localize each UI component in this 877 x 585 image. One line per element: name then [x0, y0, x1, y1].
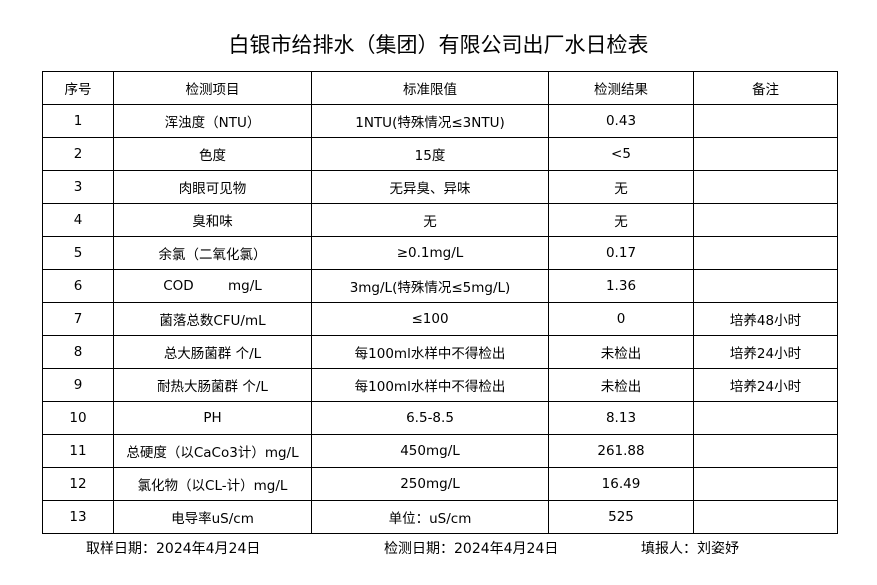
- standard-limit-cell: 每100ml水样中不得检出: [311, 368, 549, 402]
- remark-cell: [693, 203, 838, 237]
- test-result-cell: 261.88: [548, 434, 694, 468]
- test-item-cell: 电导率uS/cm: [113, 500, 312, 534]
- test-item-cell: 耐热大肠菌群 个/L: [113, 368, 312, 402]
- row-number-cell: 13: [42, 500, 114, 534]
- table-row: 1 浑浊度（NTU） 1NTU(特殊情况≤3NTU) 0.43: [42, 104, 838, 138]
- test-result-cell: 16.49: [548, 467, 694, 501]
- remark-cell: [693, 401, 838, 435]
- remark-cell: [693, 269, 838, 303]
- test-item-cell: 氯化物（以CL-计）mg/L: [113, 467, 312, 501]
- test-item-cell: 色度: [113, 137, 312, 171]
- remark-cell: [693, 170, 838, 204]
- row-number-cell: 4: [42, 203, 114, 237]
- remark-cell: 培养48小时: [693, 302, 838, 336]
- table-row: 8 总大肠菌群 个/L 每100ml水样中不得检出 未检出 培养24小时: [42, 335, 838, 369]
- row-number-cell: 12: [42, 467, 114, 501]
- sampling-date: 取样日期：2024年4月24日: [86, 541, 261, 557]
- remark-cell: 培养24小时: [693, 368, 838, 402]
- test-item-cell: 浑浊度（NTU）: [113, 104, 312, 138]
- test-item-cell: PH: [113, 401, 312, 435]
- test-item-cell: 肉眼可见物: [113, 170, 312, 204]
- remark-cell: [693, 467, 838, 501]
- standard-limit-cell: 每100ml水样中不得检出: [311, 335, 549, 369]
- test-item-cell: 臭和味: [113, 203, 312, 237]
- standard-limit-cell: ≤100: [311, 302, 549, 336]
- test-result-cell: 8.13: [548, 401, 694, 435]
- standard-limit-cell: 250mg/L: [311, 467, 549, 501]
- test-result-cell: 525: [548, 500, 694, 534]
- header-cell: 标准限值: [311, 71, 549, 105]
- standard-limit-cell: 1NTU(特殊情况≤3NTU): [311, 104, 549, 138]
- row-number-cell: 1: [42, 104, 114, 138]
- row-number-cell: 7: [42, 302, 114, 336]
- table-row: 9 耐热大肠菌群 个/L 每100ml水样中不得检出 未检出 培养24小时: [42, 368, 838, 402]
- table-row: 10 PH 6.5-8.5 8.13: [42, 401, 838, 435]
- table-row: 6 COD mg/L 3mg/L(特殊情况≤5mg/L) 1.36: [42, 269, 838, 303]
- standard-limit-cell: 450mg/L: [311, 434, 549, 468]
- remark-cell: [693, 137, 838, 171]
- test-result-cell: 0.17: [548, 236, 694, 270]
- header-row: 序号 检测项目 标准限值 检测结果 备注: [42, 71, 838, 105]
- test-result-cell: <5: [548, 137, 694, 171]
- page-title: 白银市给排水（集团）有限公司出厂水日检表: [228, 33, 649, 57]
- test-item-cell: 菌落总数CFU/mL: [113, 302, 312, 336]
- table-row: 4 臭和味无无: [42, 203, 838, 237]
- header-cell: 检测结果: [548, 71, 694, 105]
- test-result-cell: 0: [548, 302, 694, 336]
- standard-limit-cell: 无异臭、异味: [311, 170, 549, 204]
- test-item-cell: 总硬度（以CaCo3计）mg/L: [113, 434, 312, 468]
- test-result-cell: 未检出: [548, 368, 694, 402]
- header-cell: 检测项目: [113, 71, 312, 105]
- row-number-cell: 8: [42, 335, 114, 369]
- row-number-cell: 3: [42, 170, 114, 204]
- table-row: 3 肉眼可见物 无异臭、异味无: [42, 170, 838, 204]
- test-result-cell: 无: [548, 203, 694, 237]
- remark-cell: [693, 434, 838, 468]
- test-result-cell: 未检出: [548, 335, 694, 369]
- row-number-cell: 6: [42, 269, 114, 303]
- remark-cell: [693, 500, 838, 534]
- header-cell: 序号: [42, 71, 114, 105]
- header-cell: 备注: [693, 71, 838, 105]
- test-item-cell: 总大肠菌群 个/L: [113, 335, 312, 369]
- table-row: 7 菌落总数CFU/mL ≤100 0 培养48小时: [42, 302, 838, 336]
- table-row: 2 色度 15度 <5: [42, 137, 838, 171]
- row-number-cell: 10: [42, 401, 114, 435]
- standard-limit-cell: ≥0.1mg/L: [311, 236, 549, 270]
- row-number-cell: 5: [42, 236, 114, 270]
- standard-limit-cell: 3mg/L(特殊情况≤5mg/L): [311, 269, 549, 303]
- table-row: 12 氯化物（以CL-计）mg/L 250mg/L 16.49: [42, 467, 838, 501]
- standard-limit-cell: 15度: [311, 137, 549, 171]
- test-result-cell: 0.43: [548, 104, 694, 138]
- standard-limit-cell: 6.5-8.5: [311, 401, 549, 435]
- table-row: 13 电导率uS/cm 单位：uS/cm 525: [42, 500, 838, 534]
- remark-cell: 培养24小时: [693, 335, 838, 369]
- table-row: 5 余氯（二氧化氯） ≥0.1mg/L 0.17: [42, 236, 838, 270]
- test-date: 检测日期：2024年4月24日: [384, 541, 559, 557]
- reporter: 填报人：刘姿妤: [641, 541, 739, 557]
- row-number-cell: 9: [42, 368, 114, 402]
- standard-limit-cell: 无: [311, 203, 549, 237]
- standard-limit-cell: 单位：uS/cm: [311, 500, 549, 534]
- test-item-cell: COD mg/L: [113, 269, 312, 303]
- remark-cell: [693, 104, 838, 138]
- table-row: 11 总硬度（以CaCo3计）mg/L 450mg/L 261.88: [42, 434, 838, 468]
- test-result-cell: 无: [548, 170, 694, 204]
- row-number-cell: 2: [42, 137, 114, 171]
- inspection-table: 序号 检测项目 标准限值 检测结果 备注 1 浑浊度（NTU） 1NTU(特殊情况≤…: [42, 71, 838, 534]
- test-result-cell: 1.36: [548, 269, 694, 303]
- row-number-cell: 11: [42, 434, 114, 468]
- remark-cell: [693, 236, 838, 270]
- test-item-cell: 余氯（二氧化氯）: [113, 236, 312, 270]
